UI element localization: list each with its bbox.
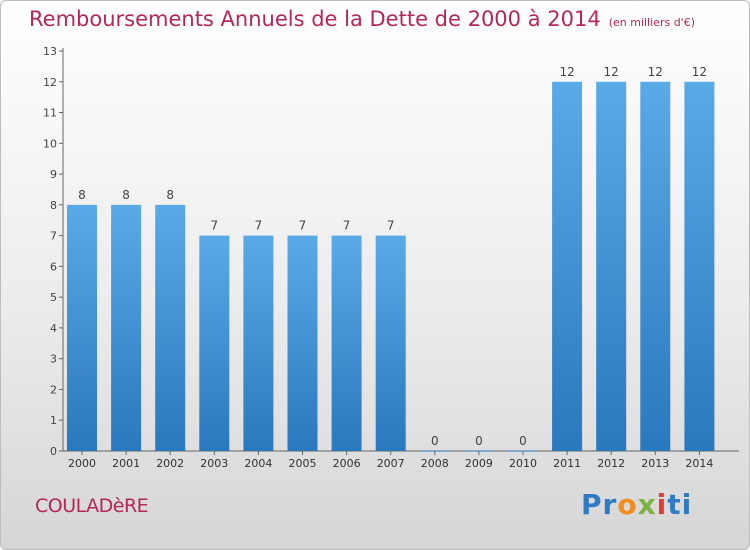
x-tick-label: 2013 — [641, 457, 669, 470]
chart-title: Remboursements Annuels de la Dette de 20… — [29, 7, 695, 31]
y-tick-label: 12 — [43, 76, 57, 89]
data-label: 0 — [519, 434, 527, 448]
data-label: 7 — [255, 219, 263, 233]
y-tick-label: 11 — [43, 107, 57, 120]
x-tick-label: 2007 — [377, 457, 405, 470]
bar — [155, 204, 186, 451]
bar — [67, 204, 97, 451]
bar — [331, 235, 362, 451]
x-tick-label: 2011 — [553, 457, 581, 470]
data-label: 0 — [431, 434, 439, 448]
bar — [596, 81, 627, 452]
y-tick-label: 6 — [50, 260, 57, 273]
x-tick-label: 2002 — [156, 457, 184, 470]
proxiti-logo: Proxiti — [581, 488, 693, 521]
commune-name: COULADèRE — [35, 495, 149, 517]
y-tick-label: 0 — [50, 445, 57, 458]
y-tick-label: 1 — [50, 414, 57, 427]
data-label: 7 — [387, 219, 395, 233]
x-tick-label: 2009 — [465, 457, 493, 470]
bar — [640, 81, 671, 452]
x-tick-label: 2005 — [289, 457, 317, 470]
bar — [287, 235, 318, 451]
y-tick-label: 9 — [50, 168, 57, 181]
chart-subtitle: (en milliers d'€) — [608, 16, 695, 29]
bar — [199, 235, 230, 451]
y-tick-label: 10 — [43, 137, 57, 150]
bar — [243, 235, 274, 451]
x-tick-label: 2014 — [685, 457, 713, 470]
data-label: 7 — [299, 219, 307, 233]
data-label: 12 — [604, 65, 619, 79]
bar — [375, 235, 406, 451]
y-tick-label: 5 — [50, 291, 57, 304]
x-tick-label: 2006 — [333, 457, 361, 470]
data-label: 7 — [210, 219, 218, 233]
data-label: 12 — [559, 65, 574, 79]
data-label: 12 — [648, 65, 663, 79]
bar — [684, 81, 715, 452]
x-tick-label: 2001 — [112, 457, 140, 470]
x-tick-label: 2010 — [509, 457, 537, 470]
data-label: 0 — [475, 434, 483, 448]
y-tick-label: 13 — [43, 45, 57, 58]
data-label: 8 — [122, 188, 130, 202]
x-tick-label: 2000 — [68, 457, 96, 470]
data-label: 12 — [692, 65, 707, 79]
x-tick-label: 2003 — [200, 457, 228, 470]
data-label: 8 — [166, 188, 174, 202]
y-tick-label: 7 — [50, 230, 57, 243]
x-tick-label: 2008 — [421, 457, 449, 470]
data-label: 8 — [78, 188, 86, 202]
bar — [111, 204, 142, 451]
y-tick-label: 8 — [50, 199, 57, 212]
data-label: 7 — [343, 219, 351, 233]
y-tick-label: 2 — [50, 383, 57, 396]
y-tick-label: 3 — [50, 353, 57, 366]
x-tick-label: 2012 — [597, 457, 625, 470]
x-tick-label: 2004 — [244, 457, 272, 470]
bar — [552, 81, 583, 452]
y-tick-label: 4 — [50, 322, 57, 335]
